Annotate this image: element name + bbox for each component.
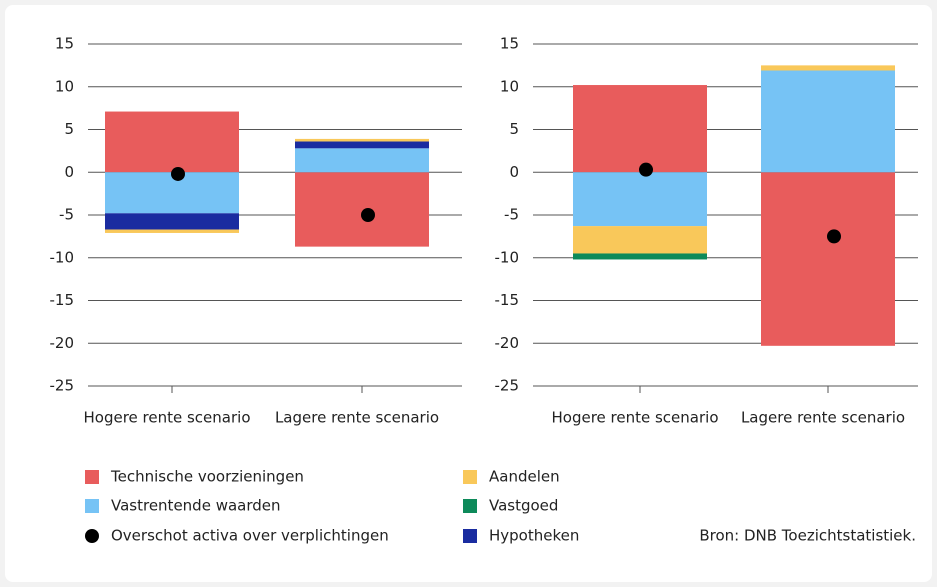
y-tick-label: 15 — [500, 35, 519, 53]
y-tick-label: -15 — [50, 291, 75, 309]
y-tick-label: -20 — [495, 334, 520, 352]
y-tick-label: 10 — [500, 77, 519, 95]
legend-marker — [85, 529, 99, 543]
x-tick-label: Lagere rente scenario — [275, 409, 439, 427]
source: Bron: DNB Toezichtstatistiek. — [699, 527, 916, 545]
legend-label: Technische voorzieningen — [110, 468, 304, 486]
legend-marker — [463, 499, 477, 513]
bar-segment — [761, 70, 895, 173]
legend-marker — [85, 470, 99, 484]
bar-segment — [573, 226, 707, 254]
x-tick-label: Hogere rente scenario — [552, 409, 719, 427]
y-tick-label: 0 — [64, 163, 74, 181]
bar-segment — [295, 141, 429, 149]
x-tick-label: Hogere rente scenario — [84, 409, 251, 427]
y-tick-label: -5 — [504, 206, 519, 224]
y-tick-label: -5 — [59, 206, 74, 224]
y-tick-label: 15 — [55, 35, 74, 53]
legend-label: Aandelen — [489, 468, 560, 486]
y-tick-label: -10 — [50, 248, 75, 266]
surplus-dot — [361, 208, 375, 222]
surplus-dot — [171, 166, 185, 181]
y-tick-label: -10 — [495, 248, 520, 266]
x-tick-label: Lagere rente scenario — [741, 409, 905, 427]
bar-segment — [573, 253, 707, 260]
bar-segment — [573, 172, 707, 227]
bar-segment — [105, 111, 239, 173]
bar-segment — [573, 85, 707, 173]
bar-segment — [295, 172, 429, 247]
bar-segment — [295, 148, 429, 173]
bar-segment — [105, 229, 239, 233]
legend-label: Vastgoed — [489, 497, 558, 515]
y-tick-label: 10 — [55, 77, 74, 95]
y-tick-label: -25 — [495, 377, 520, 395]
legend-label: Overschot activa over verplichtingen — [111, 527, 389, 545]
y-tick-label: 5 — [64, 120, 74, 138]
y-tick-label: 5 — [509, 120, 519, 138]
legend-marker — [463, 470, 477, 484]
y-tick-label: -20 — [50, 334, 75, 352]
surplus-dot — [639, 162, 653, 177]
legend-marker — [463, 529, 477, 543]
bar-segment — [295, 138, 429, 142]
surplus-dot — [827, 229, 841, 244]
y-tick-label: -25 — [50, 377, 75, 395]
bar-segment — [761, 172, 895, 346]
legend-marker — [85, 499, 99, 513]
y-tick-label: 0 — [509, 163, 519, 181]
legend-label: Vastrentende waarden — [111, 497, 281, 515]
legend-label: Hypotheken — [489, 527, 579, 545]
y-tick-label: -15 — [495, 291, 520, 309]
bar-segment — [761, 65, 895, 71]
bar-segment — [105, 172, 239, 214]
bar-segment — [105, 213, 239, 230]
